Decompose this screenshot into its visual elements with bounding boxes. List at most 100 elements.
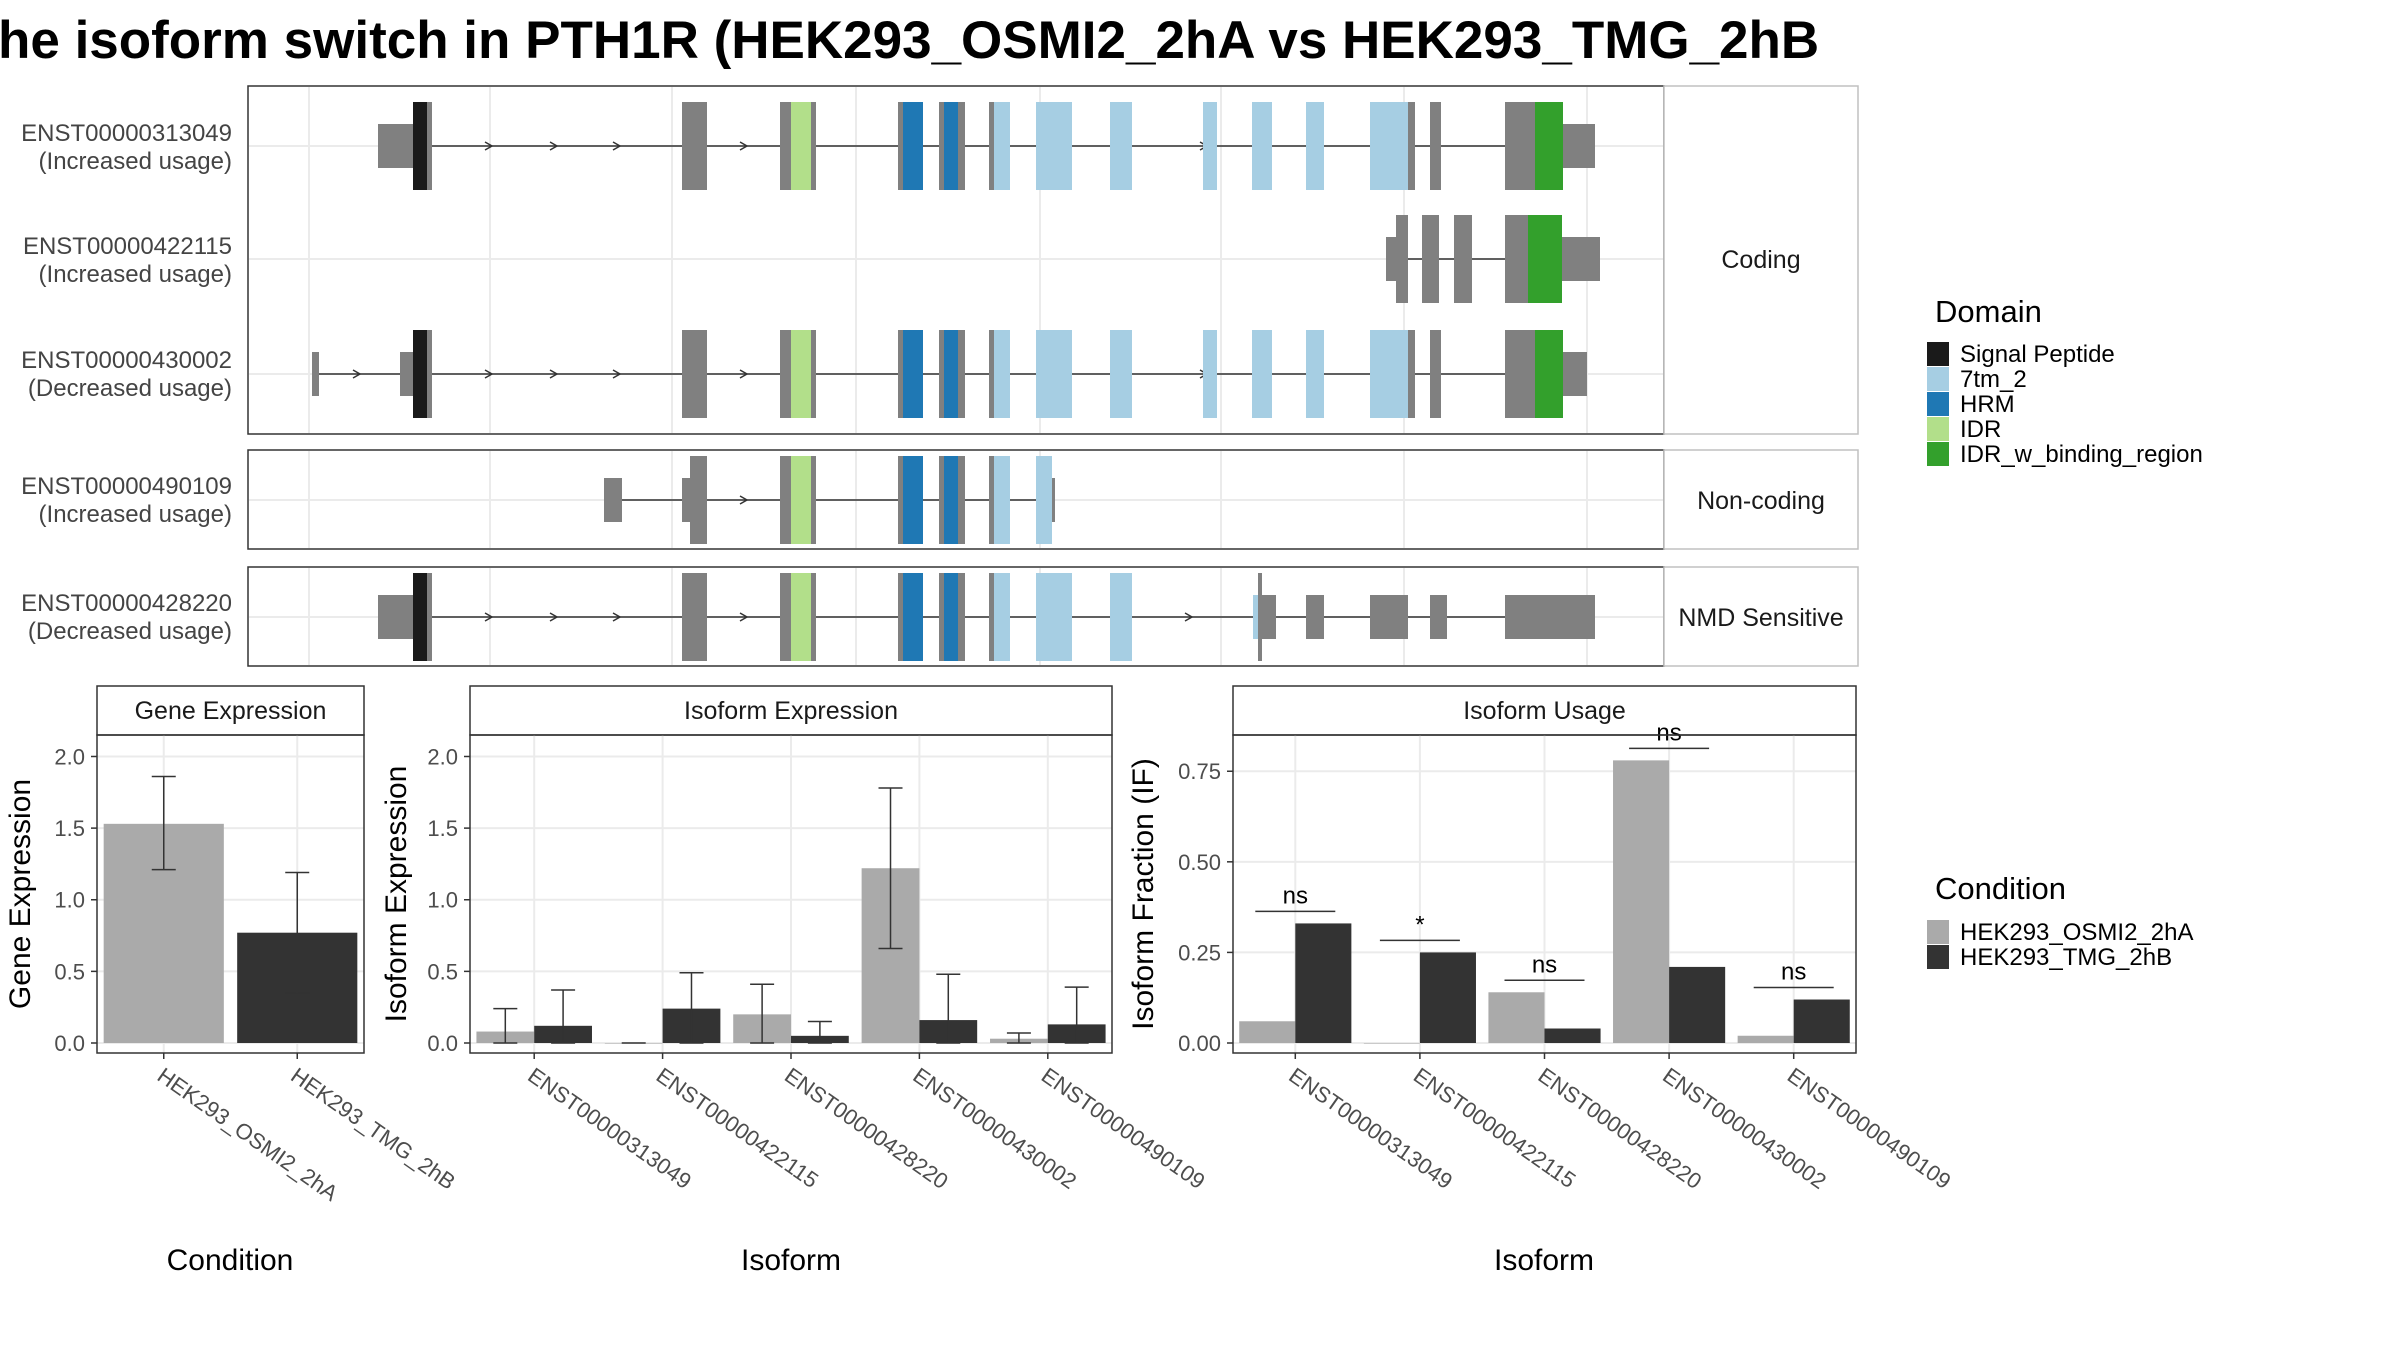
bar [1363, 1043, 1420, 1044]
exon [811, 573, 816, 661]
exon [378, 124, 413, 168]
domain-block [994, 573, 1010, 661]
domain-block [994, 456, 1010, 544]
legend-label: HEK293_TMG_2hB [1960, 944, 2172, 971]
domain-block [903, 330, 923, 418]
legend-key-idr [1927, 417, 1949, 441]
legend-key-hrm [1927, 392, 1949, 416]
domain-block [1306, 330, 1324, 418]
intron-arrow [612, 141, 622, 151]
exon [939, 456, 944, 544]
domain-block [1252, 330, 1272, 418]
exon [427, 573, 432, 661]
domain-block [1203, 330, 1217, 418]
transcript-usage: (Increased usage) [39, 148, 232, 175]
exon [1505, 330, 1535, 418]
domain-block [903, 456, 923, 544]
exon [989, 330, 994, 418]
y-tick-label: 2.0 [427, 744, 458, 769]
strip-label-noncoding: Non-coding [1697, 487, 1825, 515]
domain-block [1036, 102, 1072, 190]
exon [682, 102, 707, 190]
y-tick-label: 0.25 [1178, 940, 1221, 965]
exon [312, 352, 319, 396]
domain-block [1036, 330, 1072, 418]
legend-key-hek293-tmg-2hb [1927, 945, 1949, 969]
domain-block [791, 573, 811, 661]
intron-arrow [739, 495, 749, 505]
y-tick-label: 2.0 [54, 744, 85, 769]
domain-block [413, 573, 427, 661]
domain-block [1370, 330, 1408, 418]
legend-label: IDR_w_binding_region [1960, 441, 2203, 468]
y-tick-label: 0.5 [54, 959, 85, 984]
exon [898, 573, 903, 661]
bar [1239, 1021, 1296, 1043]
error-bar [807, 1020, 832, 1044]
exon [958, 102, 965, 190]
error-bar [285, 871, 310, 994]
exon [604, 478, 622, 522]
domain-legend-title: Domain [1935, 294, 2042, 329]
exon [1505, 102, 1535, 190]
exon [1430, 102, 1441, 190]
domain-block [944, 456, 958, 544]
bar [1613, 760, 1670, 1043]
domain-block [903, 573, 923, 661]
domain-block [1110, 573, 1132, 661]
exon [780, 102, 791, 190]
domain-block [1036, 573, 1072, 661]
bar [1419, 952, 1476, 1043]
facet-strip [1232, 685, 1857, 736]
figure-title: he isoform switch in PTH1R (HEK293_OSMI2… [0, 11, 1819, 70]
y-tick-label: 1.0 [54, 888, 85, 913]
exon [1052, 478, 1055, 522]
domain-legend: Domain Signal Peptide7tm_2HRMIDRIDR_w_bi… [1927, 294, 2203, 468]
transcript-structure-plot: Coding Non-coding NMD Sensitive ENST0000… [21, 85, 1859, 667]
domain-block [1306, 102, 1324, 190]
intron-arrow [739, 612, 749, 622]
strip-label-nmd: NMD Sensitive [1678, 604, 1843, 632]
exon [1454, 215, 1472, 303]
error-bar [1006, 1032, 1031, 1044]
y-tick-label: 1.5 [427, 816, 458, 841]
transcript-id: ENST00000428220 [21, 590, 232, 617]
legend-label: Signal Peptide [1960, 341, 2115, 368]
transcript-id: ENST00000422115 [23, 233, 232, 260]
strip-noncoding [1663, 449, 1859, 550]
intron-arrow [549, 369, 559, 379]
exon [427, 330, 432, 418]
strip-coding [1663, 85, 1859, 435]
legend-label: IDR [1960, 416, 2001, 443]
transcript-usage: (Decreased usage) [28, 618, 232, 645]
domain-block [791, 102, 811, 190]
error-bar [750, 983, 775, 1044]
exon [1396, 215, 1408, 303]
exon [939, 573, 944, 661]
isoform-usage-chart: Isoform Usage0.000.250.500.75ns*nsnsnsEN… [1127, 685, 1955, 1277]
exon [811, 330, 816, 418]
exon [690, 456, 707, 544]
chart-gridlines [470, 735, 1112, 1053]
panel-border [1232, 734, 1857, 1054]
transcript-id: ENST00000430002 [21, 347, 232, 374]
chart-title: Isoform Expression [684, 697, 898, 725]
exon [780, 456, 791, 544]
legend-key-signal-peptide [1927, 342, 1949, 366]
exon [958, 573, 965, 661]
bar [1793, 999, 1850, 1043]
significance-label: ns [1781, 959, 1806, 986]
exon [1563, 352, 1587, 396]
y-tick-label: 1.0 [427, 888, 458, 913]
exon [780, 330, 791, 418]
domain-block [1535, 330, 1563, 418]
domain-block [944, 102, 958, 190]
exon [1258, 573, 1262, 661]
error-bar [551, 989, 576, 1044]
domain-block [1370, 102, 1408, 190]
intron-arrow [739, 141, 749, 151]
y-tick-label: 0.75 [1178, 759, 1221, 784]
condition-legend-title: Condition [1935, 871, 2066, 906]
domain-block [994, 102, 1010, 190]
